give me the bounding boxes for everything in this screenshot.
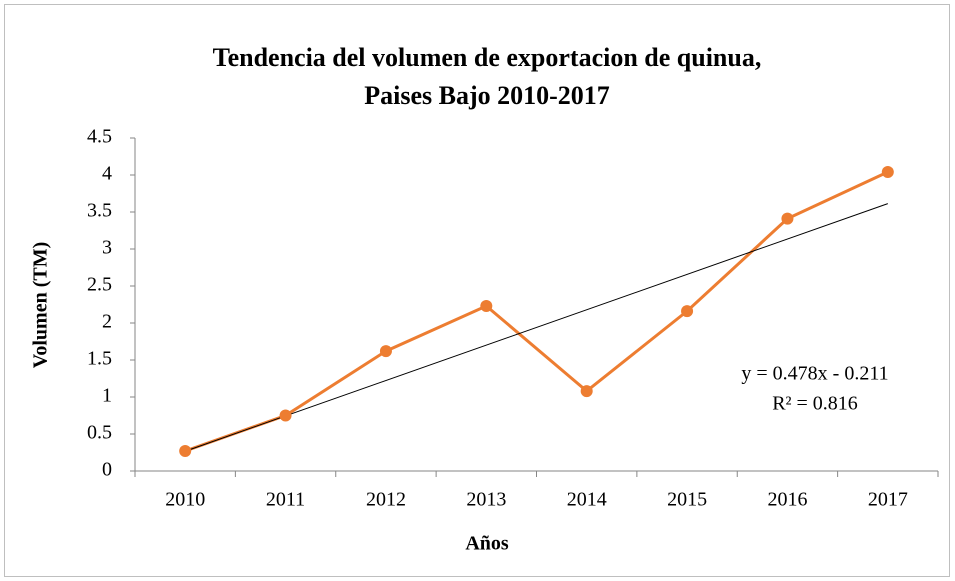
x-tick-label: 2010 — [165, 489, 205, 511]
data-point — [781, 212, 794, 225]
data-point — [179, 445, 192, 458]
x-tick-label: 2017 — [868, 489, 908, 511]
y-tick-label: 4 — [102, 163, 112, 185]
data-point — [881, 166, 894, 179]
y-tick-label: 0.5 — [87, 422, 112, 444]
x-tick-label: 2015 — [667, 489, 707, 511]
data-point — [379, 345, 392, 358]
x-tick-label: 2012 — [366, 489, 406, 511]
data-point — [580, 385, 593, 398]
x-tick-label: 2014 — [567, 489, 607, 511]
y-tick-label: 1.5 — [87, 348, 112, 370]
trend-r-squared: R² = 0.816 — [772, 393, 858, 415]
y-tick-label: 0 — [102, 459, 112, 481]
data-point — [681, 305, 694, 318]
chart-title: Paises Bajo 2010-2017 — [364, 81, 610, 110]
y-tick-label: 1 — [102, 385, 112, 407]
trendline — [185, 203, 888, 452]
data-line — [184, 170, 889, 453]
data-point — [480, 299, 493, 312]
chart-title: Tendencia del volumen de exportacion de … — [213, 43, 762, 72]
data-point — [279, 409, 292, 422]
chart-border — [4, 4, 950, 577]
x-tick-label: 2013 — [466, 489, 506, 511]
x-tick-label: 2011 — [266, 489, 305, 511]
x-tick-label: 2016 — [767, 489, 807, 511]
trend-equation: y = 0.478x - 0.211 — [741, 363, 888, 385]
x-axis-label: Años — [465, 533, 509, 555]
y-tick-label: 3 — [102, 237, 112, 259]
y-tick-label: 2.5 — [87, 274, 112, 296]
y-tick-label: 3.5 — [87, 200, 112, 222]
y-tick-label: 4.5 — [87, 126, 112, 148]
y-tick-label: 2 — [102, 311, 112, 333]
y-axis-label: Volumen (TM) — [30, 242, 52, 368]
